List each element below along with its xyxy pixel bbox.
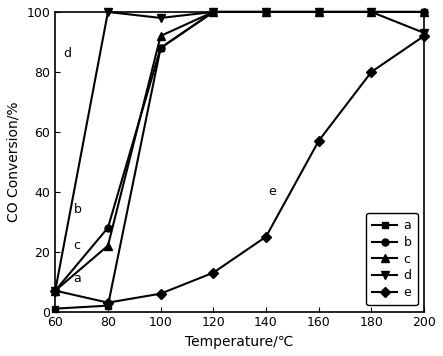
e: [369, 70, 374, 74]
e: [421, 34, 427, 38]
b: [211, 10, 216, 14]
Text: c: c: [74, 239, 81, 252]
c: [158, 34, 163, 38]
c: [211, 10, 216, 14]
Text: d: d: [63, 47, 71, 60]
Text: b: b: [74, 203, 82, 216]
d: [211, 10, 216, 14]
b: [369, 10, 374, 14]
d: [53, 288, 58, 293]
a: [105, 304, 111, 308]
a: [158, 46, 163, 50]
a: [211, 10, 216, 14]
e: [105, 300, 111, 305]
a: [369, 10, 374, 14]
c: [53, 288, 58, 293]
e: [316, 139, 321, 143]
Line: a: a: [52, 9, 427, 312]
Line: e: e: [52, 32, 427, 306]
b: [264, 10, 269, 14]
d: [158, 16, 163, 20]
Y-axis label: CO Conversion/%: CO Conversion/%: [7, 101, 21, 222]
Line: c: c: [51, 8, 428, 295]
d: [105, 10, 111, 14]
Text: a: a: [74, 272, 82, 285]
e: [264, 235, 269, 239]
a: [316, 10, 321, 14]
Line: b: b: [52, 9, 427, 294]
e: [53, 288, 58, 293]
Text: e: e: [268, 185, 276, 198]
d: [369, 10, 374, 14]
c: [421, 10, 427, 14]
d: [264, 10, 269, 14]
b: [316, 10, 321, 14]
d: [316, 10, 321, 14]
b: [158, 46, 163, 50]
e: [211, 271, 216, 275]
d: [421, 31, 427, 35]
b: [105, 226, 111, 230]
c: [316, 10, 321, 14]
Line: d: d: [51, 8, 428, 295]
c: [369, 10, 374, 14]
X-axis label: Temperature/℃: Temperature/℃: [186, 335, 294, 349]
b: [53, 288, 58, 293]
b: [421, 10, 427, 14]
c: [105, 244, 111, 248]
a: [53, 307, 58, 311]
a: [421, 10, 427, 14]
a: [264, 10, 269, 14]
Legend: a, b, c, d, e: a, b, c, d, e: [366, 213, 418, 305]
c: [264, 10, 269, 14]
e: [158, 292, 163, 296]
